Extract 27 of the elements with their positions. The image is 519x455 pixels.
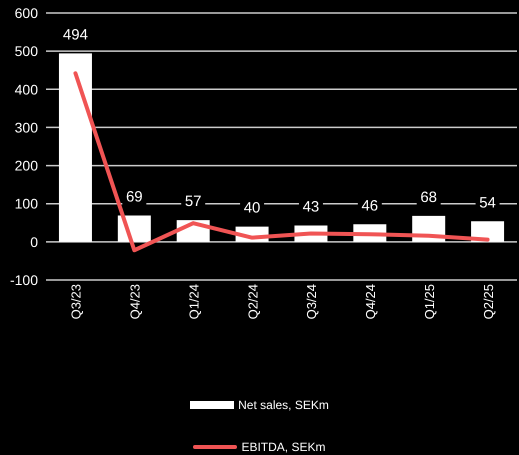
y-tick-label: 400: [14, 81, 38, 98]
data-label: 43: [302, 198, 320, 216]
data-label: 57: [184, 193, 202, 210]
data-label: 69: [126, 188, 143, 206]
y-tick-label: -100: [10, 272, 38, 288]
y-tick-label: 300: [14, 119, 38, 136]
x-tick-label: Q1/24: [186, 284, 202, 320]
x-tick-label: Q1/25: [422, 284, 437, 320]
bar: [58, 53, 92, 242]
x-tick-label: Q4/23: [128, 284, 143, 320]
x-tick-label: Q2/24: [245, 284, 260, 320]
data-label: 494: [62, 26, 88, 44]
data-label: 54: [479, 194, 496, 212]
legend-label: Net sales, SEKm: [238, 398, 329, 412]
data-label: 68: [420, 188, 438, 206]
y-tick-label: 0: [30, 234, 38, 250]
data-label: 40: [244, 200, 260, 217]
y-tick-label: 100: [14, 196, 38, 212]
x-tick-label: Q3/24: [304, 284, 320, 320]
y-tick-label: 600: [14, 4, 38, 21]
legend-label: EBITDA, SEKm: [241, 440, 326, 454]
x-tick-label: Q3/23: [68, 284, 84, 320]
y-tick-label: 200: [14, 158, 38, 174]
x-tick-label: Q4/24: [363, 284, 378, 320]
data-label: 46: [361, 197, 378, 214]
x-tick-label: Q2/25: [480, 284, 496, 320]
y-tick-label: 500: [14, 43, 38, 60]
